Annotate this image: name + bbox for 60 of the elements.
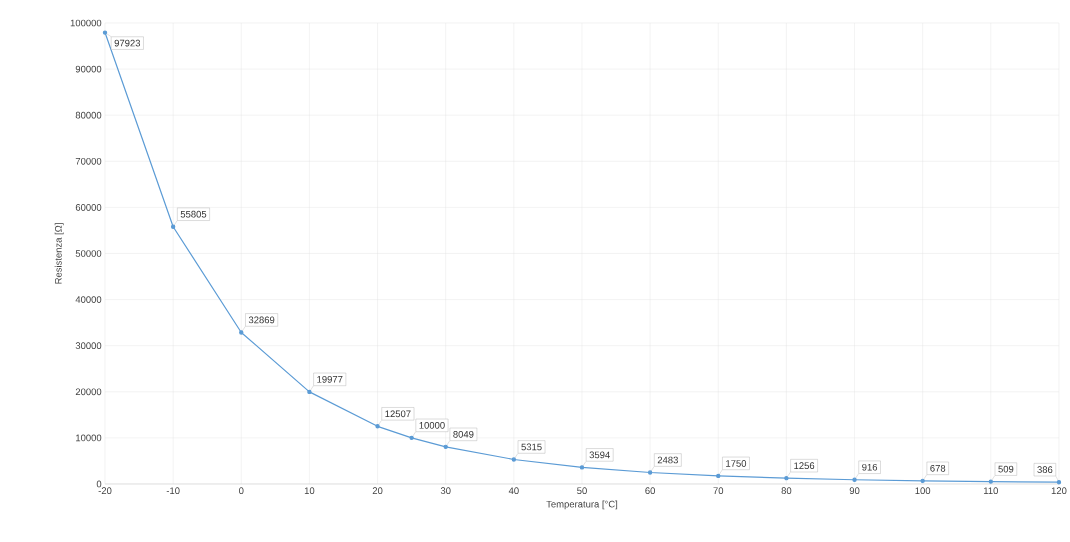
x-tick-label: 10 xyxy=(304,487,315,495)
point xyxy=(1056,480,1062,485)
point xyxy=(511,457,517,462)
data-label: 386 xyxy=(1037,466,1053,474)
point xyxy=(852,477,857,482)
y-tick-label: 100000 xyxy=(70,19,102,27)
x-tick-label: 60 xyxy=(645,487,656,495)
data-label: 19977 xyxy=(317,376,343,383)
data-label: 1750 xyxy=(726,460,747,467)
x-tick-label: 0 xyxy=(239,487,244,495)
y-tick-label: 0 xyxy=(96,480,102,488)
data-label: 1256 xyxy=(794,462,815,470)
x-tick-label: 40 xyxy=(508,487,519,495)
x-tick-label: 80 xyxy=(781,487,792,495)
point xyxy=(375,424,380,429)
data-label: 5315 xyxy=(521,443,542,451)
y-tick-label: 90000 xyxy=(75,65,102,73)
x-tick-label: 100 xyxy=(915,487,931,495)
data-label: 12507 xyxy=(385,410,411,418)
y-tick-label: 40000 xyxy=(75,296,102,303)
x-axis-title: Temperatura [°C] xyxy=(546,500,618,510)
x-tick-label: 30 xyxy=(440,487,451,495)
y-tick-label: 10000 xyxy=(76,434,102,442)
y-tick-label: 70000 xyxy=(75,157,102,165)
x-tick-label: 20 xyxy=(372,487,383,495)
data-label: 3594 xyxy=(589,451,610,459)
x-tick-label: 110 xyxy=(983,487,998,495)
point xyxy=(784,476,789,481)
point xyxy=(920,478,925,484)
x-tick-label: 70 xyxy=(713,487,724,495)
x-tick-label: -20 xyxy=(98,487,112,495)
y-tick-label: 60000 xyxy=(75,204,102,211)
point xyxy=(647,470,653,475)
y-tick-label: 30000 xyxy=(75,342,102,350)
point xyxy=(579,465,585,470)
x-tick-label: -10 xyxy=(166,487,180,495)
y-tick-label: 20000 xyxy=(75,388,102,396)
x-tick-label: 120 xyxy=(1051,487,1067,495)
data-label: 55805 xyxy=(180,210,207,218)
y-tick-label: 80000 xyxy=(75,111,102,119)
y-tick-label: 50000 xyxy=(75,250,102,257)
point xyxy=(988,479,994,484)
point xyxy=(307,389,312,395)
data-label: 10000 xyxy=(419,422,445,429)
data-label: 8049 xyxy=(453,431,474,438)
point xyxy=(409,435,414,441)
data-label: 509 xyxy=(998,465,1014,473)
data-label: 2483 xyxy=(657,456,678,464)
y-axis-title: Resistenza [Ω] xyxy=(54,223,64,284)
data-label: 916 xyxy=(862,463,878,471)
x-tick-label: 50 xyxy=(577,487,587,495)
point xyxy=(716,473,721,479)
data-label: 678 xyxy=(930,464,946,472)
point xyxy=(239,330,244,335)
data-label: 32869 xyxy=(248,316,275,324)
data-label: 97923 xyxy=(114,39,141,47)
point xyxy=(443,444,448,450)
point xyxy=(102,30,108,35)
x-tick-label: 90 xyxy=(849,487,860,495)
point xyxy=(170,224,176,229)
